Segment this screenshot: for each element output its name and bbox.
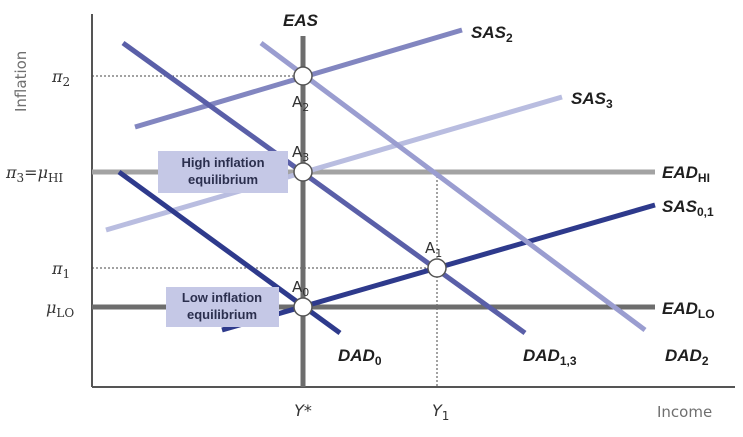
ytick-mulo: μLO	[46, 298, 74, 320]
high-inflation-box-line1: High inflation	[181, 155, 264, 170]
sas3-label: SAS3	[571, 89, 613, 111]
point-a2-marker	[293, 66, 313, 86]
point-a0-label: A0	[292, 278, 309, 299]
sas3-line	[105, 94, 563, 233]
dad2-label: DAD2	[665, 346, 709, 368]
point-a1-label: A1	[425, 239, 442, 260]
ytick-pi3-muhi: π3=μHI	[5, 163, 63, 185]
ytick-pi2: π2	[51, 67, 70, 89]
sas2-label: SAS2	[471, 23, 513, 45]
point-a3-label: A3	[292, 143, 309, 164]
low-inflation-box-line2: equilibrium	[187, 307, 257, 322]
low-inflation-box	[166, 287, 279, 327]
point-a0-marker	[293, 297, 313, 317]
point-a1-marker	[427, 258, 447, 278]
xtick-ystar: Y*	[294, 401, 312, 420]
dad13-line	[121, 40, 527, 336]
point-a3-marker	[293, 162, 313, 182]
low-inflation-box-line1: Low inflation	[182, 290, 262, 305]
x-axis-title: Income	[657, 403, 712, 421]
high-inflation-box-line2: equilibrium	[188, 172, 258, 187]
xtick-y1: Y1	[432, 401, 449, 423]
eas-label: EAS	[283, 11, 319, 30]
high-inflation-box	[158, 151, 288, 193]
ytick-pi1: π1	[51, 259, 70, 281]
point-a2-label: A2	[292, 93, 309, 114]
dad13-label: DAD1,3	[523, 346, 577, 368]
ead-hi-label: EADHI	[662, 163, 710, 185]
dad0-label: DAD0	[338, 346, 382, 368]
y-axis-title: Inflation	[12, 51, 30, 112]
sas01-label: SAS0,1	[662, 197, 714, 219]
dad2-line	[259, 40, 647, 333]
ead-lo-label: EADLO	[662, 299, 715, 321]
